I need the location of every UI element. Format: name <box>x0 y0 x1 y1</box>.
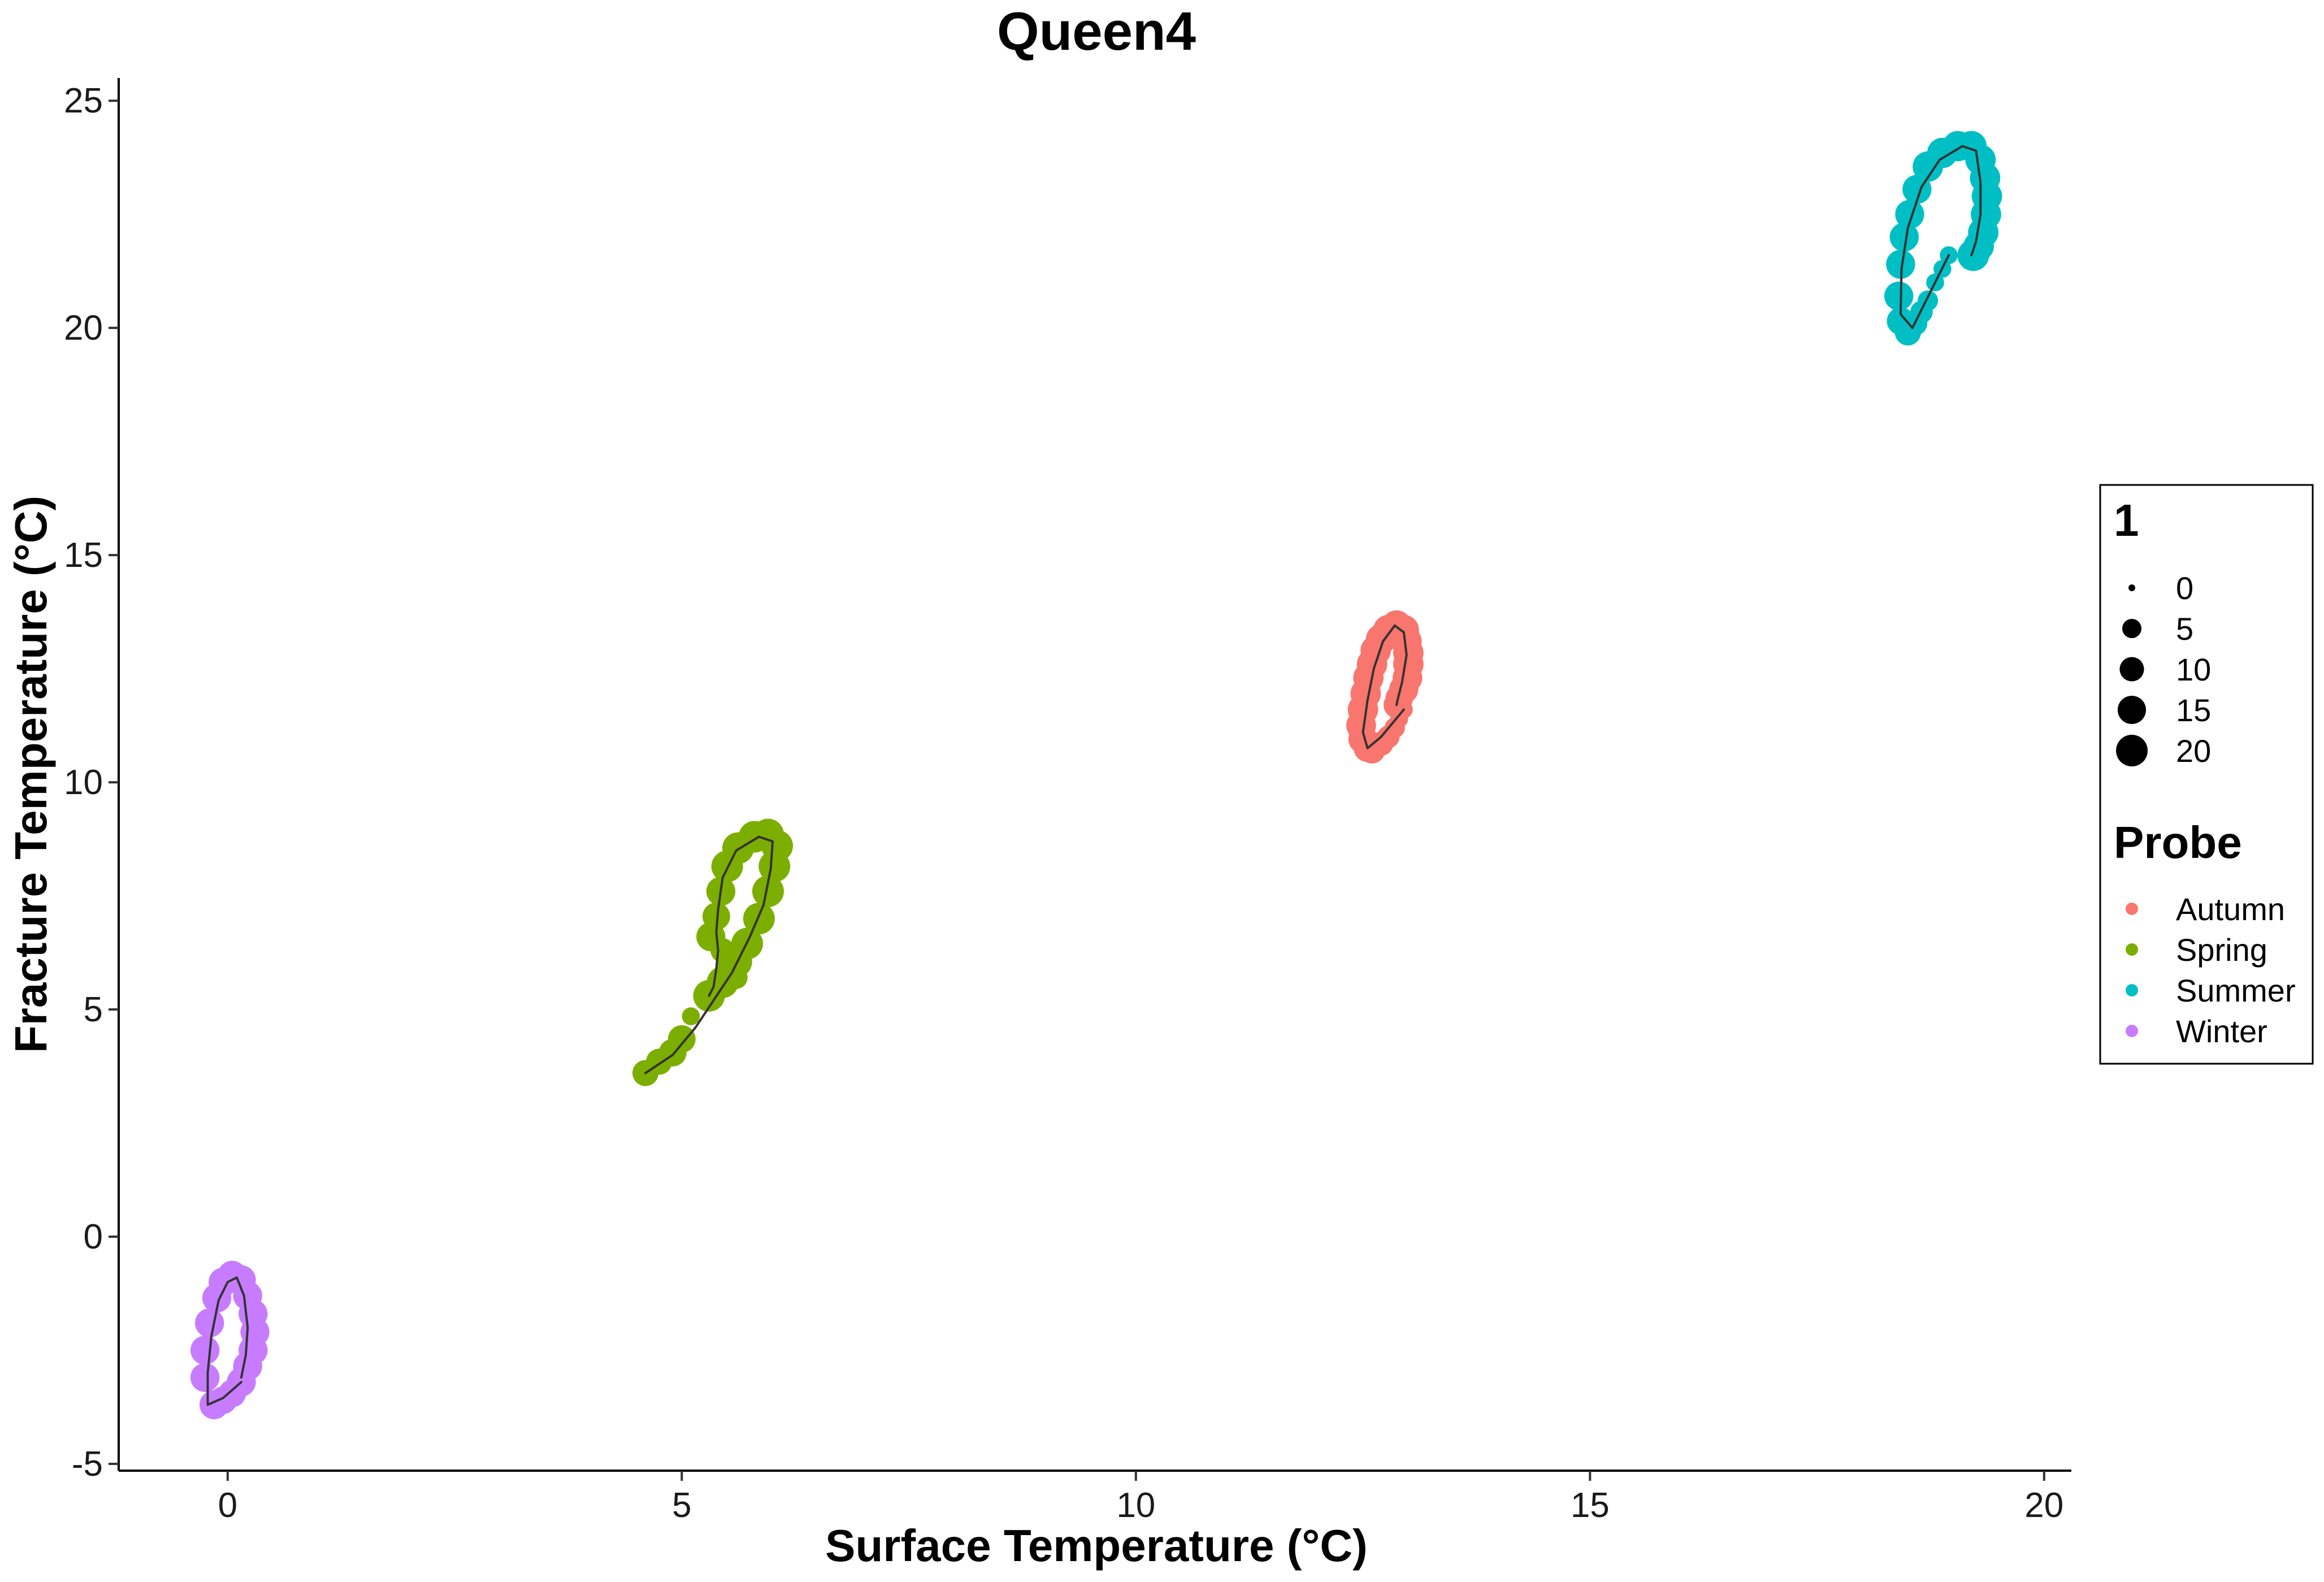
size-legend-label: 5 <box>2176 611 2193 647</box>
x-tick-label: 5 <box>672 1486 691 1525</box>
data-point-winter <box>200 1390 229 1420</box>
color-legend-key-spring <box>2126 943 2138 956</box>
data-point-winter <box>233 1351 262 1381</box>
x-tick-label: 15 <box>1571 1486 1610 1525</box>
series-spring <box>632 818 794 1086</box>
y-tick-label: 20 <box>64 309 103 348</box>
size-legend-key <box>2119 657 2144 682</box>
trajectory-line-summer <box>1899 145 1982 330</box>
trajectory-line-spring <box>644 835 774 1074</box>
y-tick-label: -5 <box>72 1445 103 1484</box>
trajectory-line-autumn <box>1362 624 1408 749</box>
y-tick-label: 15 <box>64 536 103 575</box>
y-axis-title: Fracture Temperature (°C) <box>6 496 56 1053</box>
chart-title: Queen4 <box>997 1 1196 62</box>
axes: 0 5 10 15 20 -5 0 5 10 15 20 25 <box>64 78 2071 1525</box>
data-point-spring <box>667 1025 696 1053</box>
color-legend-key-summer <box>2126 984 2138 996</box>
data-point-summer <box>1886 249 1915 279</box>
color-legend-key-autumn <box>2126 903 2138 915</box>
x-tick-label: 10 <box>1116 1486 1155 1525</box>
data-point-summer <box>1889 222 1919 252</box>
x-axis-title: Surface Temperature (°C) <box>825 1520 1368 1571</box>
color-legend-label: Summer <box>2176 973 2296 1008</box>
size-legend-key <box>2116 735 2148 766</box>
data-point-winter <box>195 1308 224 1338</box>
color-legend: Autumn Spring Summer Winter <box>2126 891 2296 1049</box>
data-point-spring <box>752 875 784 908</box>
legend: 1 0 5 10 15 20 Probe Autumn Spring Summer Winte… <box>2099 484 2314 1065</box>
size-legend-label: 0 <box>2176 570 2193 606</box>
plot-marks <box>190 131 2002 1420</box>
color-legend-label: Spring <box>2176 932 2267 968</box>
size-legend-title: 1 <box>2114 495 2139 545</box>
series-summer <box>1884 131 2002 346</box>
data-point-spring <box>725 966 748 989</box>
data-point-spring <box>743 903 775 935</box>
size-legend-label: 10 <box>2176 652 2211 687</box>
data-point-summer <box>1884 281 1914 311</box>
size-legend-label: 15 <box>2176 692 2211 728</box>
size-legend-key <box>2128 584 2135 591</box>
series-autumn <box>1346 610 1424 764</box>
color-legend-key-winter <box>2126 1025 2138 1037</box>
color-legend-label: Winter <box>2176 1013 2267 1049</box>
y-tick-label: 25 <box>64 81 103 120</box>
data-point-summer <box>1957 239 1989 271</box>
data-point-winter <box>190 1336 220 1365</box>
y-tick-label: 0 <box>84 1217 103 1256</box>
size-legend-key <box>2117 695 2147 725</box>
y-tick-label: 10 <box>64 763 103 802</box>
x-tick-label: 20 <box>2024 1486 2063 1525</box>
size-legend-label: 20 <box>2176 733 2211 769</box>
legend-box <box>2099 484 2314 1065</box>
size-legend: 0 5 10 15 20 <box>2116 570 2211 769</box>
trajectory-line-winter <box>206 1276 249 1406</box>
series-winter <box>190 1260 270 1420</box>
data-point-winter <box>190 1363 220 1392</box>
data-point-summer <box>1895 200 1924 229</box>
color-legend-title: Probe <box>2114 817 2242 868</box>
x-tick-label: 0 <box>218 1486 237 1525</box>
data-point-spring <box>682 1007 700 1025</box>
color-legend-label: Autumn <box>2176 891 2285 927</box>
size-legend-key <box>2122 619 2141 638</box>
y-tick-label: 5 <box>84 990 103 1029</box>
data-point-summer <box>1887 307 1915 335</box>
